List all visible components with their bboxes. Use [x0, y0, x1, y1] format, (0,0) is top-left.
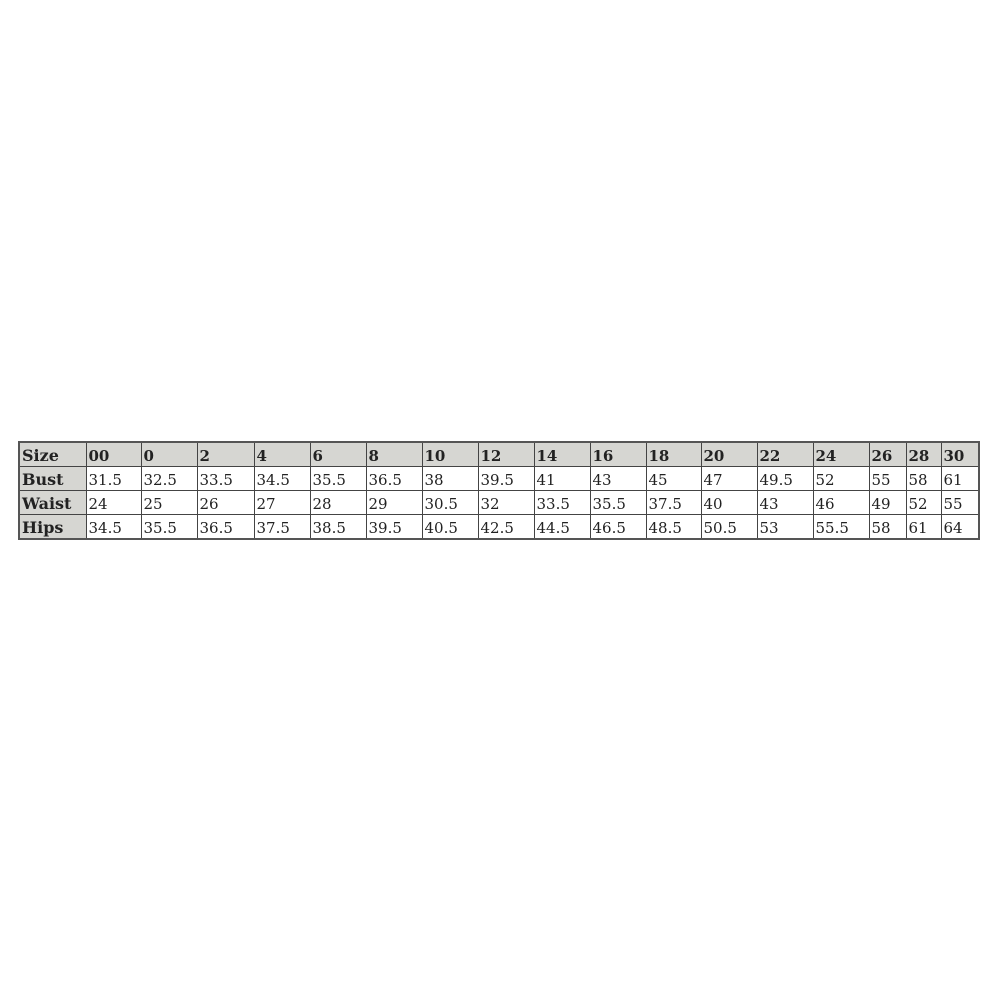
measurement-cell: 27: [253, 490, 311, 515]
measurement-cell: 29: [365, 490, 423, 515]
measurement-cell: 31.5: [85, 466, 142, 491]
measurement-cell: 49: [868, 490, 907, 515]
measurement-cell: 43: [756, 490, 814, 515]
table-row-waist: Waist 24 25 26 27 28 29 30.5 32 33.5 35.5 37.5 40 43 4…: [18, 490, 980, 515]
size-column-header: 4: [253, 441, 311, 467]
measurement-cell: 35.5: [140, 514, 198, 540]
measurement-cell: 53: [756, 514, 814, 540]
size-column-header: 26: [868, 441, 907, 467]
size-chart-table: Size 00 0 2 4 6 8 10 12 14 16 18 20 22 24 26 28 30 Bust 31.…: [18, 441, 980, 540]
measurement-cell: 58: [868, 514, 907, 540]
measurement-cell: 36.5: [196, 514, 255, 540]
measurement-cell: 58: [905, 466, 942, 491]
measurement-cell: 38: [421, 466, 479, 491]
size-column-header: 2: [196, 441, 255, 467]
measurement-cell: 33.5: [533, 490, 591, 515]
size-column-header: 30: [940, 441, 980, 467]
measurement-cell: 52: [812, 466, 870, 491]
size-column-header: 6: [309, 441, 367, 467]
size-column-header: 8: [365, 441, 423, 467]
measurement-cell: 45: [645, 466, 702, 491]
measurement-cell: 37.5: [253, 514, 311, 540]
measurement-cell: 43: [589, 466, 647, 491]
size-column-header: 10: [421, 441, 479, 467]
measurement-cell: 36.5: [365, 466, 423, 491]
size-header-cell: Size: [18, 441, 87, 467]
measurement-cell: 61: [905, 514, 942, 540]
size-column-header: 0: [140, 441, 198, 467]
measurement-cell: 34.5: [253, 466, 311, 491]
measurement-cell: 50.5: [700, 514, 758, 540]
size-column-header: 24: [812, 441, 870, 467]
row-label: Hips: [18, 514, 87, 540]
size-column-header: 16: [589, 441, 647, 467]
measurement-cell: 48.5: [645, 514, 702, 540]
measurement-cell: 26: [196, 490, 255, 515]
measurement-cell: 25: [140, 490, 198, 515]
table-row-bust: Bust 31.5 32.5 33.5 34.5 35.5 36.5 38 39.5 41 43 45…: [18, 466, 980, 491]
size-column-header: 12: [477, 441, 535, 467]
measurement-cell: 52: [905, 490, 942, 515]
measurement-cell: 55.5: [812, 514, 870, 540]
measurement-cell: 39.5: [477, 466, 535, 491]
measurement-cell: 40: [700, 490, 758, 515]
row-label: Bust: [18, 466, 87, 491]
size-column-header: 18: [645, 441, 702, 467]
measurement-cell: 41: [533, 466, 591, 491]
measurement-cell: 32: [477, 490, 535, 515]
table-row-hips: Hips 34.5 35.5 36.5 37.5 38.5 39.5 40.5 42.5 44.5…: [18, 514, 980, 540]
measurement-cell: 49.5: [756, 466, 814, 491]
measurement-cell: 24: [85, 490, 142, 515]
measurement-cell: 44.5: [533, 514, 591, 540]
measurement-cell: 33.5: [196, 466, 255, 491]
measurement-cell: 46: [812, 490, 870, 515]
measurement-cell: 61: [940, 466, 980, 491]
measurement-cell: 40.5: [421, 514, 479, 540]
measurement-cell: 42.5: [477, 514, 535, 540]
measurement-cell: 46.5: [589, 514, 647, 540]
size-column-header: 22: [756, 441, 814, 467]
measurement-cell: 28: [309, 490, 367, 515]
measurement-cell: 35.5: [309, 466, 367, 491]
size-column-header: 20: [700, 441, 758, 467]
measurement-cell: 64: [940, 514, 980, 540]
header-row: Size 00 0 2 4 6 8 10 12 14 16 18 20 22 24 26 28 30: [18, 441, 980, 467]
measurement-cell: 39.5: [365, 514, 423, 540]
size-column-header: 14: [533, 441, 591, 467]
row-label: Waist: [18, 490, 87, 515]
measurement-cell: 55: [940, 490, 980, 515]
measurement-cell: 32.5: [140, 466, 198, 491]
measurement-cell: 38.5: [309, 514, 367, 540]
measurement-cell: 47: [700, 466, 758, 491]
measurement-cell: 34.5: [85, 514, 142, 540]
size-column-header: 00: [85, 441, 142, 467]
measurement-cell: 55: [868, 466, 907, 491]
size-column-header: 28: [905, 441, 942, 467]
measurement-cell: 37.5: [645, 490, 702, 515]
measurement-cell: 30.5: [421, 490, 479, 515]
measurement-cell: 35.5: [589, 490, 647, 515]
